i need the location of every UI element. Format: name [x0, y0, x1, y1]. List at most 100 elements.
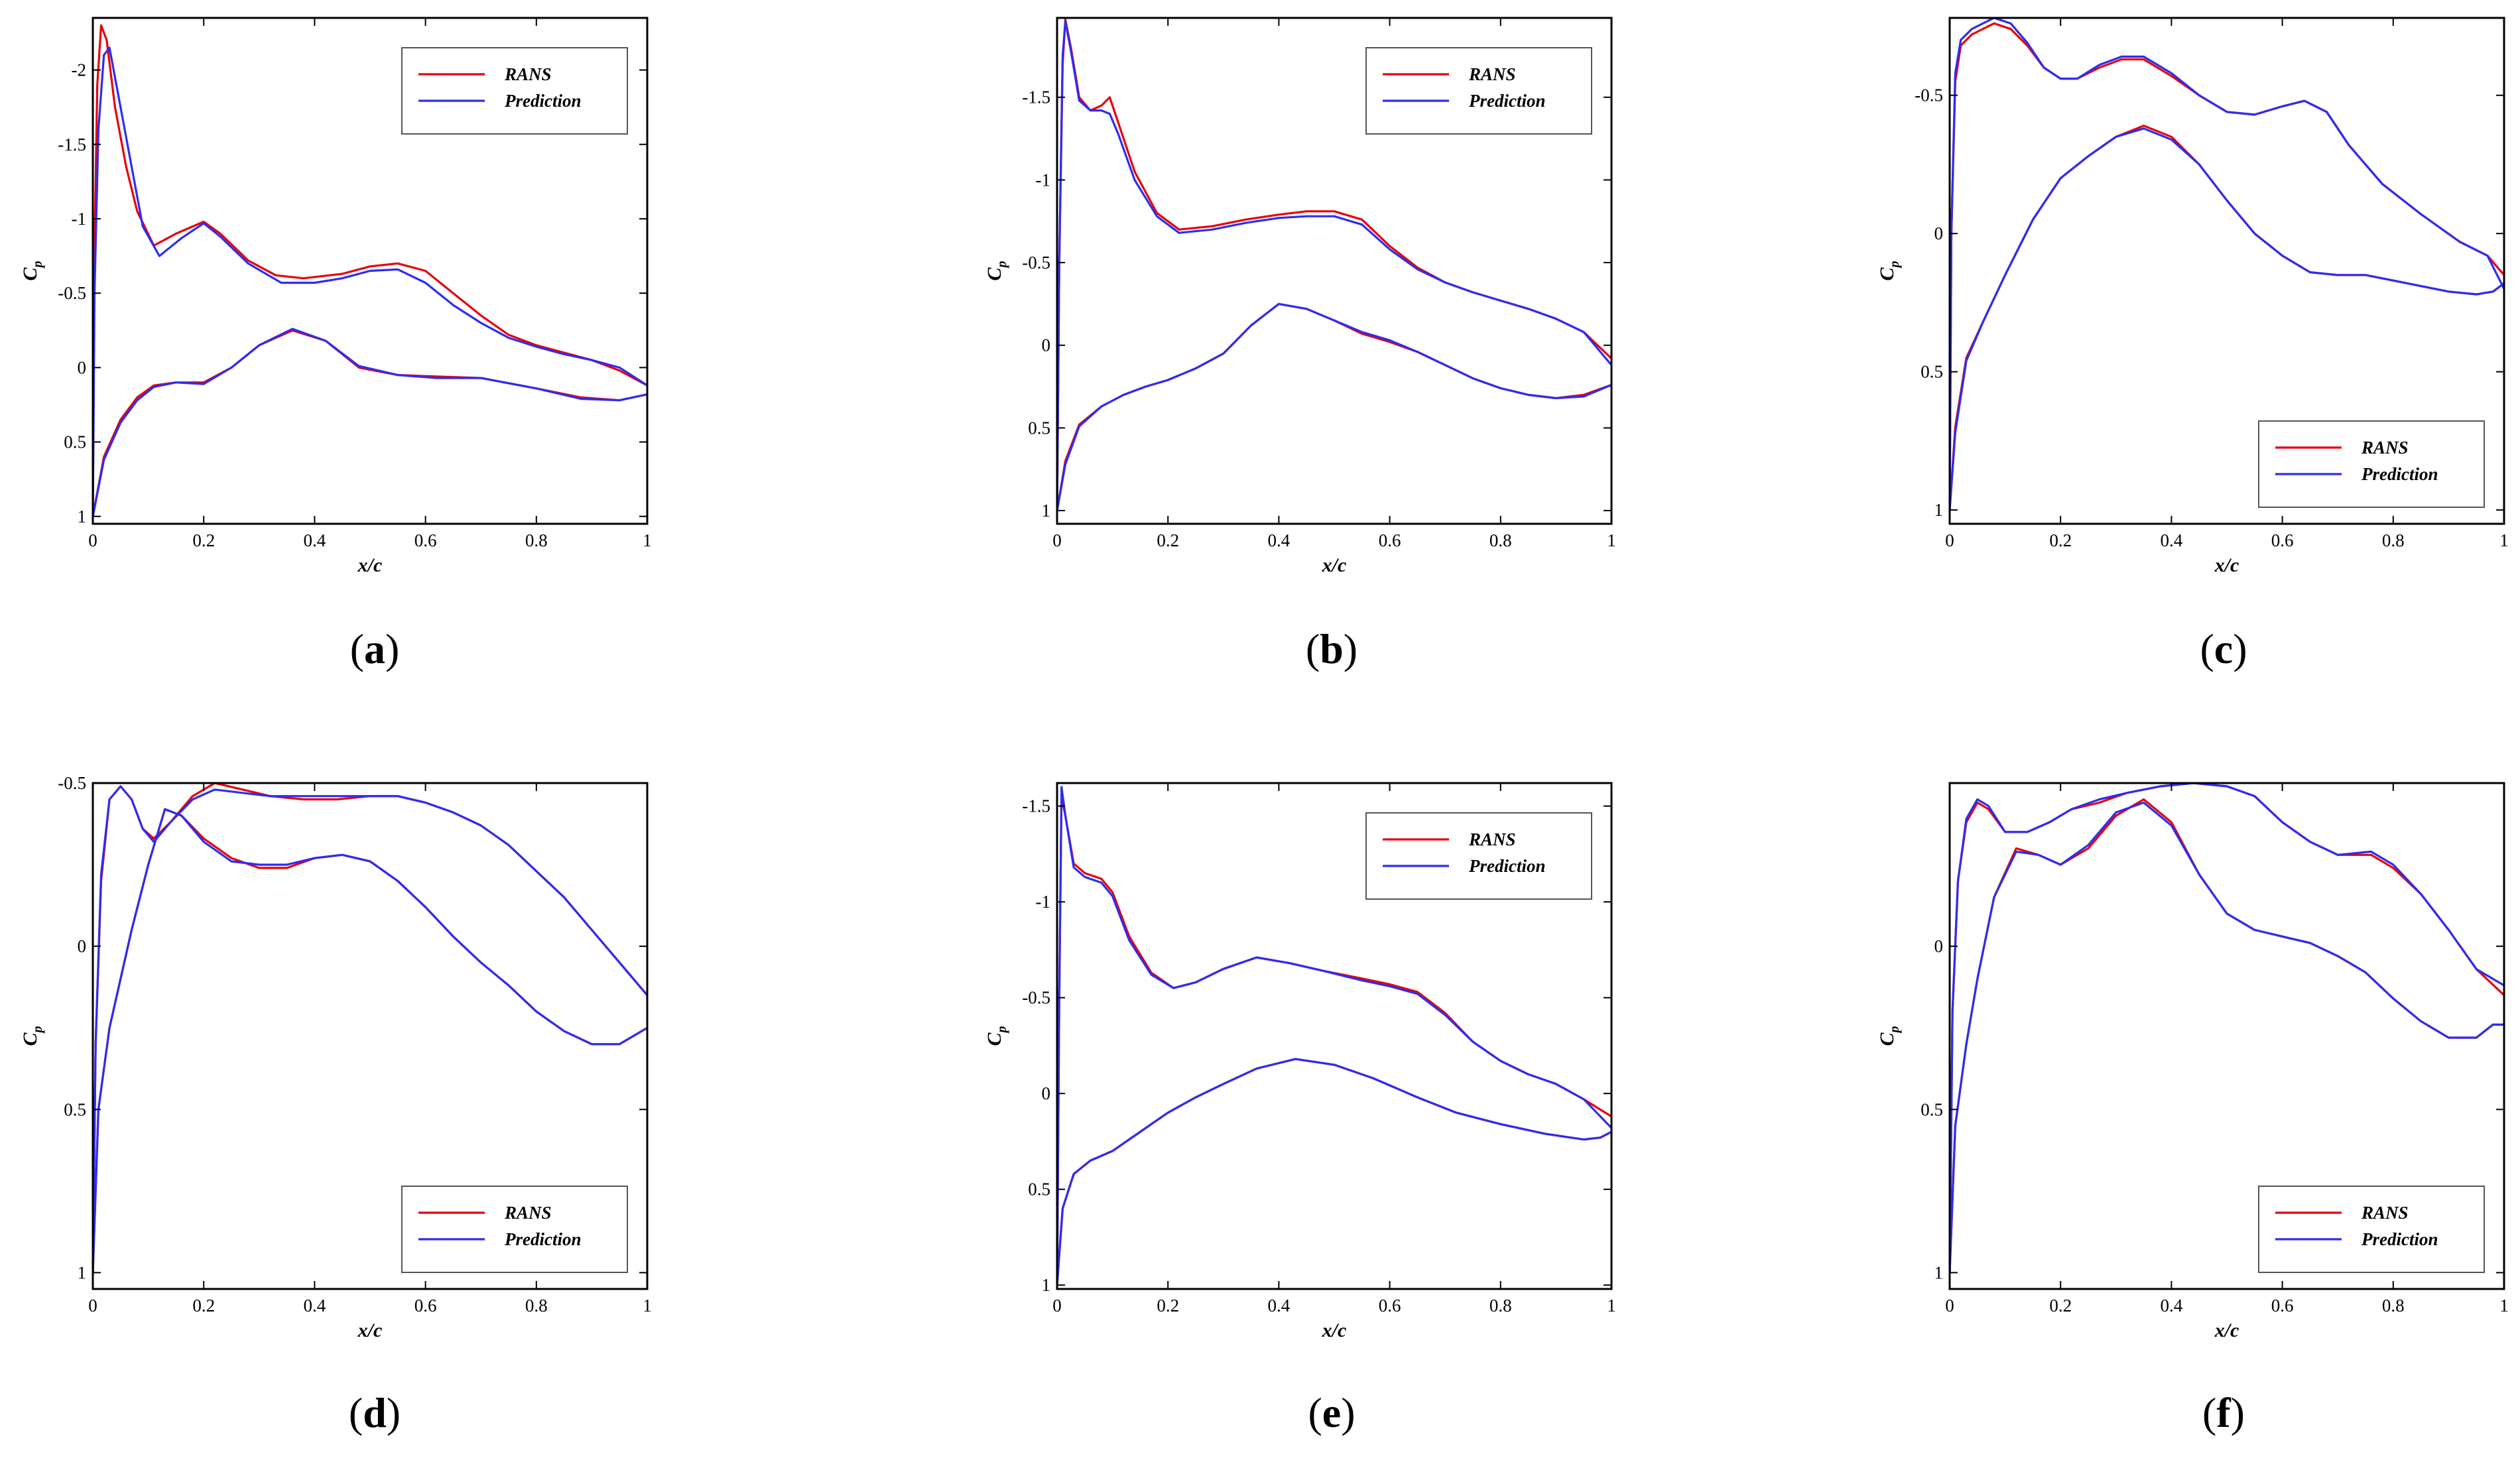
x-tick-label: 1 [643, 1296, 652, 1315]
series-prediction-upper-line [1057, 20, 1611, 511]
legend-box [2258, 420, 2485, 508]
caption-close-paren: ) [385, 625, 399, 672]
x-tick-label: 0.6 [414, 530, 437, 550]
y-tick-label: 0.5 [64, 1099, 86, 1119]
y-axis-label: Cp [983, 261, 1009, 280]
panel-caption: (a) [350, 625, 400, 672]
series-prediction-upper-line [93, 785, 647, 1273]
y-tick-label: 0.5 [1921, 362, 1943, 382]
caption-close-paren: ) [1341, 1389, 1355, 1436]
panel-caption: (d) [349, 1389, 401, 1436]
chart-panel-a: 0 0.2 0.4 0.6 0.8 1 -2 -1.5 -1 -0.5 0 0.5 1 x/c Cp RANS… [19, 17, 652, 672]
y-tick-label: -1 [72, 209, 87, 229]
y-axis-label: Cp [1876, 261, 1902, 280]
legend-label-prediction: Prediction [504, 1229, 582, 1249]
x-tick-label: 0 [1945, 530, 1954, 550]
caption-letter: b [1320, 625, 1344, 672]
series-rans-lower-line [1057, 1058, 1611, 1286]
legend-label-rans: RANS [1468, 64, 1516, 84]
y-tick-label: 0 [1934, 223, 1944, 243]
legend-label-prediction: Prediction [2361, 1229, 2438, 1249]
series-rans-lower-line [1057, 302, 1611, 511]
plot-frame [1056, 17, 1613, 525]
series-prediction-lower-line [93, 328, 647, 517]
series-prediction-upper-line [1950, 783, 2504, 1273]
caption-letter: e [1322, 1389, 1341, 1436]
x-tick-label: 0.4 [2161, 1296, 2183, 1315]
legend-label-rans: RANS [504, 1203, 552, 1223]
chart-panel-e: 0 0.2 0.4 0.6 0.8 1 -1.5 -1 -0.5 0 0.5 1 x/c Cp RANS Pr… [983, 782, 1616, 1436]
y-axis-label-main: C [1876, 267, 1898, 281]
legend-box [1365, 47, 1592, 135]
y-tick-label: -2 [72, 60, 87, 80]
x-tick-label: 1 [1607, 530, 1616, 550]
panel-caption: (f) [2202, 1389, 2245, 1436]
y-axis-label-main: C [983, 267, 1005, 281]
plot-frame [92, 17, 649, 525]
chart-panel-b: 0 0.2 0.4 0.6 0.8 1 -1.5 -1 -0.5 0 0.5 1 x/c Cp RANS Pr… [983, 17, 1616, 672]
x-tick-label: 0.8 [1489, 1296, 1512, 1315]
x-tick-label: 0.2 [192, 530, 215, 550]
y-tick-label: 1 [1934, 1262, 1944, 1282]
y-axis-label-main: C [1876, 1032, 1898, 1046]
y-tick-label: -1 [1036, 170, 1051, 190]
legend-label-prediction: Prediction [504, 91, 582, 111]
x-tick-label: 1 [643, 530, 652, 550]
y-tick-label: -1.5 [1022, 88, 1050, 107]
x-tick-label: 0.8 [525, 1296, 548, 1315]
legend-label-rans: RANS [2361, 438, 2409, 458]
x-tick-label: 0.4 [304, 530, 326, 550]
series-prediction-lower-line [1950, 127, 2504, 511]
y-tick-label: 0.5 [1921, 1099, 1943, 1119]
x-tick-label: 0.6 [414, 1296, 437, 1315]
y-axis-label: Cp [1876, 1026, 1902, 1046]
y-axis-label-main: C [19, 1032, 41, 1046]
legend-box [2258, 1186, 2485, 1273]
x-tick-label: 1 [2499, 530, 2509, 550]
caption-letter: d [363, 1389, 387, 1436]
legend-box [1365, 812, 1592, 900]
x-tick-label: 0.8 [2382, 1296, 2405, 1315]
panel-caption: (b) [1306, 625, 1357, 672]
panel-caption: (e) [1308, 1389, 1355, 1436]
series-prediction-upper-line [1057, 786, 1611, 1286]
y-tick-label: 1 [1042, 1275, 1051, 1295]
y-tick-label: -0.5 [1022, 988, 1050, 1008]
y-tick-label: 0 [78, 936, 87, 956]
x-tick-label: 0 [1945, 1296, 1954, 1315]
y-axis-label-subscript: p [995, 1026, 1009, 1034]
x-tick-label: 0.2 [1157, 530, 1179, 550]
x-tick-label: 0.2 [192, 1296, 215, 1315]
legend-label-prediction: Prediction [1468, 91, 1546, 111]
chart-panel-c: 0 0.2 0.4 0.6 0.8 1 -0.5 0 0.5 1 x/c Cp RANS Predicti… [1876, 17, 2509, 672]
plot-frame [1056, 782, 1613, 1290]
caption-close-paren: ) [2231, 1389, 2245, 1436]
x-tick-label: 0.8 [525, 530, 548, 550]
x-tick-label: 0.4 [1268, 530, 1291, 550]
y-tick-label: 0.5 [64, 432, 86, 452]
legend-label-rans: RANS [504, 64, 552, 84]
x-tick-label: 0.4 [1268, 1296, 1291, 1315]
y-tick-label: 1 [78, 507, 87, 526]
x-tick-label: 1 [2499, 1296, 2509, 1315]
x-tick-label: 0.2 [2049, 530, 2072, 550]
x-tick-label: 0 [88, 1296, 97, 1315]
y-tick-label: 0 [1042, 1083, 1051, 1103]
series-rans-lower-line [93, 329, 647, 517]
y-tick-label: 0 [78, 357, 87, 377]
caption-letter: f [2216, 1389, 2231, 1436]
caption-open-paren: ( [2202, 1389, 2216, 1436]
series-prediction-lower-line [93, 808, 647, 1273]
panel-caption: (c) [2200, 625, 2247, 672]
y-tick-label: 0.5 [1028, 1180, 1050, 1199]
y-axis-label-main: C [19, 267, 41, 281]
y-axis-label-subscript: p [1887, 1026, 1902, 1034]
caption-open-paren: ( [2200, 625, 2214, 672]
y-tick-label: -1 [1036, 892, 1051, 912]
caption-open-paren: ( [349, 1389, 363, 1436]
y-tick-label: 1 [1042, 501, 1051, 520]
x-tick-label: 0 [1052, 1296, 1062, 1315]
y-tick-label: -0.5 [1915, 86, 1943, 105]
x-tick-label: 0.2 [2049, 1296, 2072, 1315]
